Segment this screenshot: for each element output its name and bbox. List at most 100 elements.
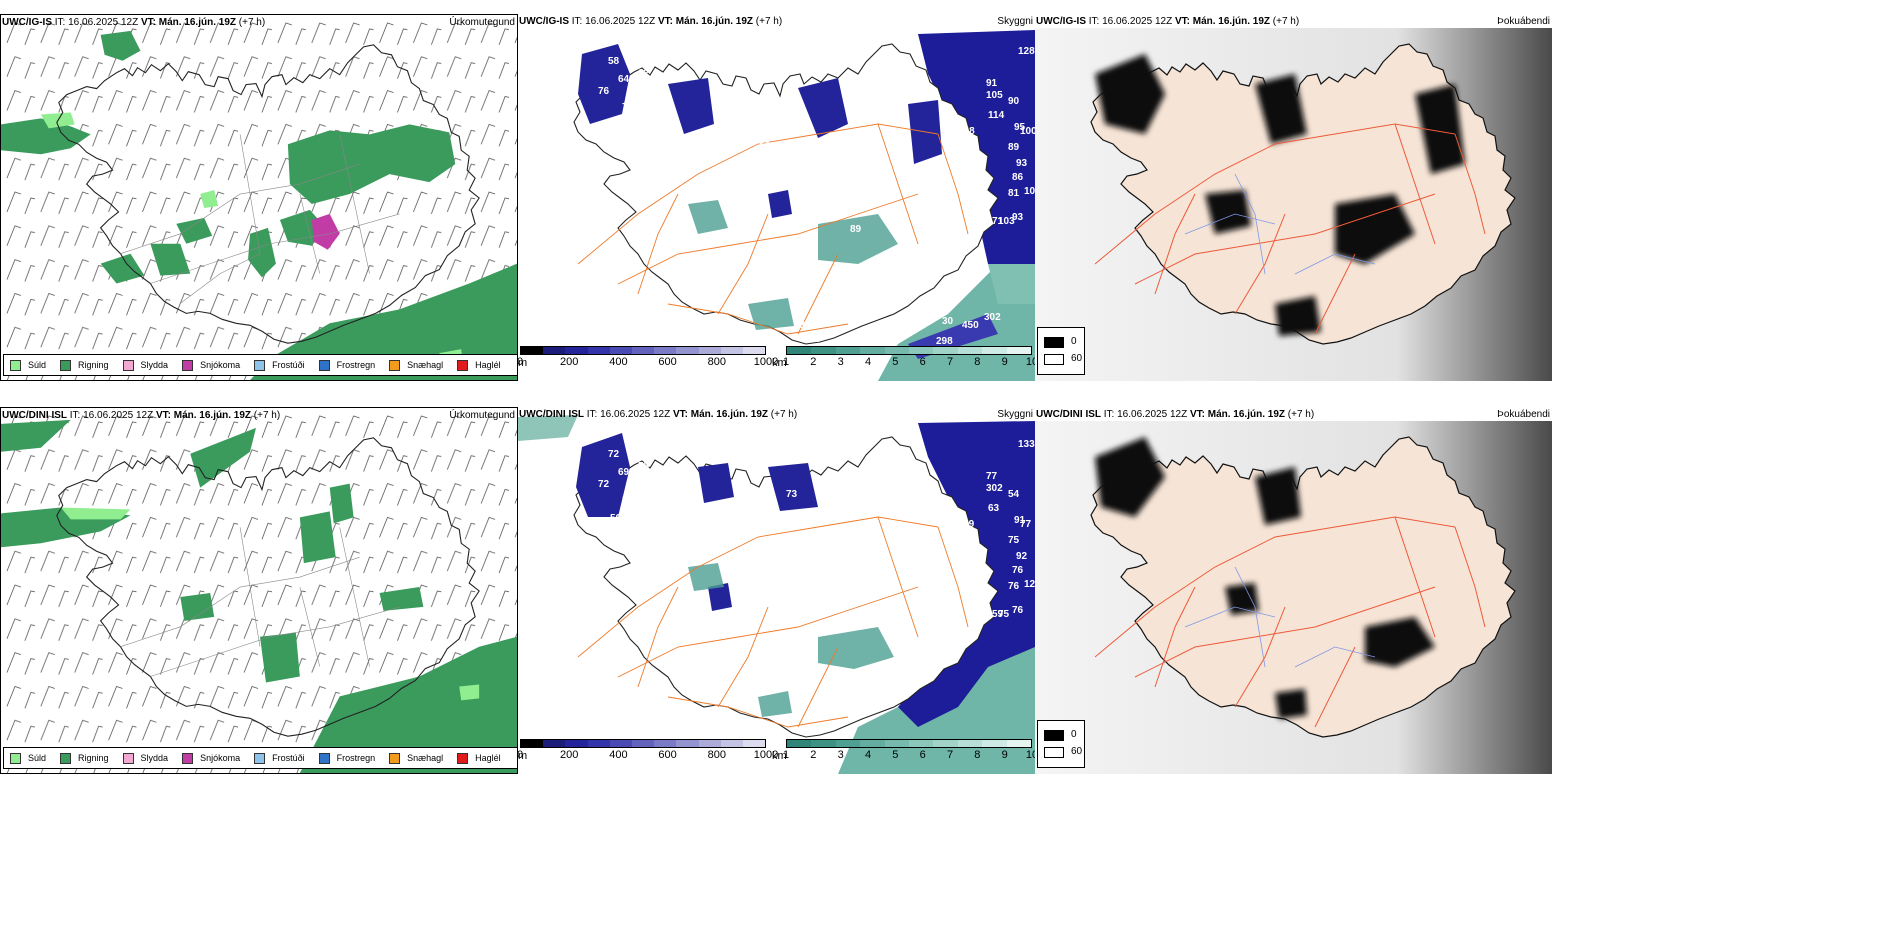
legend-item: Haglél bbox=[457, 359, 501, 371]
legend-tick-label: 5 bbox=[892, 356, 899, 368]
cloud-base-value-label: 76 bbox=[1012, 565, 1024, 576]
cloud-base-value-label: 93 bbox=[1012, 212, 1024, 223]
legend-tick-label: 200 bbox=[560, 356, 579, 368]
legend-color-cell bbox=[957, 347, 983, 354]
cloud-base-value-label: 76 bbox=[598, 86, 610, 97]
cloud-base-value-label: 58 bbox=[608, 56, 620, 67]
panel-type-label: Úrkomutegund bbox=[449, 410, 515, 421]
legend-color-cell bbox=[884, 347, 910, 354]
legend-color-cell bbox=[933, 347, 958, 354]
legend-item: Frostregn bbox=[318, 359, 375, 371]
legend-color-cell bbox=[587, 347, 610, 354]
cloud-base-value-label: 69 bbox=[618, 467, 630, 478]
legend-color-cell bbox=[587, 740, 610, 747]
cloud-base-legend: m 0 200 400 600 800 1000 bbox=[518, 346, 778, 369]
cloud-base-value-label: 302 bbox=[984, 312, 1001, 323]
cloud-base-value-label: 189 bbox=[950, 535, 967, 546]
cloud-base-value-label: 105 bbox=[986, 90, 1003, 101]
legend-tick-label: 400 bbox=[609, 356, 628, 368]
legend-color-cell bbox=[835, 347, 861, 354]
cloud-base-value-label: 99 bbox=[738, 499, 750, 510]
legend-tick-label: 2 bbox=[810, 356, 817, 368]
precip-type-legend: Súld Rigning Slydda Snjókoma Frostúði Fr… bbox=[3, 354, 517, 376]
legend-tick-label: 7 bbox=[946, 356, 954, 368]
cloud-base-value-label: 114 bbox=[988, 110, 1005, 121]
cloud-base-value-label: 235 bbox=[878, 569, 895, 580]
legend-tick-label: 6 bbox=[919, 749, 926, 761]
cloud-base-value-label: 59 bbox=[992, 609, 1004, 620]
legend-tick-label: 10 bbox=[1025, 356, 1035, 368]
legend-tick-label: 3 bbox=[837, 356, 844, 368]
cloud-base-value-label: 55 bbox=[786, 96, 798, 107]
cloud-base-value-label: 71 bbox=[992, 216, 1004, 227]
legend-item: Snæhagl bbox=[389, 359, 443, 371]
cloud-base-value-label: 75 bbox=[622, 102, 634, 113]
legend-color-cell bbox=[720, 347, 743, 354]
legend-color-cell bbox=[698, 347, 721, 354]
legend-item: Slydda bbox=[122, 359, 168, 371]
cloud-base-value-label: 75 bbox=[1008, 535, 1020, 546]
cloud-base-value-label: 54 bbox=[1008, 489, 1020, 500]
legend-color-cell bbox=[521, 347, 544, 354]
panel-type-label: Skyggni bbox=[997, 16, 1033, 27]
cloud-base-value-label: 40 bbox=[642, 513, 654, 524]
legend-item: Rigning bbox=[60, 752, 109, 764]
visibility-legend: km12345678910 bbox=[772, 346, 1035, 369]
cloud-base-value-label: 87 bbox=[646, 100, 658, 111]
legend-color-cell bbox=[609, 740, 632, 747]
fog-legend: 0 60 bbox=[1037, 327, 1085, 375]
cloud-base-value-label: 52 bbox=[808, 334, 820, 345]
legend-item: Slydda bbox=[122, 752, 168, 764]
legend-color-cell bbox=[565, 347, 588, 354]
cloud-base-value-label: 119 bbox=[958, 519, 975, 530]
legend-color-cell bbox=[909, 740, 934, 747]
legend-tick-label: 8 bbox=[974, 749, 981, 761]
cloud-base-value-label: 298 bbox=[936, 336, 953, 347]
cloud-base-value-label: 302 bbox=[986, 483, 1003, 494]
legend-item: Haglél bbox=[457, 752, 501, 764]
legend-item: Rigning bbox=[60, 359, 109, 371]
legend-tick-label: 10 bbox=[1025, 749, 1035, 761]
legend-tick-label: 3 bbox=[837, 749, 844, 761]
legend-tick-label: 1 bbox=[782, 356, 790, 368]
cloud-base-value-label: 95 bbox=[1014, 122, 1026, 133]
legend-color-cell bbox=[982, 347, 1007, 354]
legend-tick-label: 9 bbox=[1001, 356, 1008, 368]
legend-color-cell bbox=[609, 347, 632, 354]
cloud-base-value-label: 128 bbox=[1018, 46, 1035, 57]
cloud-base-value-label: 63 bbox=[988, 503, 1000, 514]
legend-item: Snjókoma bbox=[182, 359, 240, 371]
panel-title: UWC/DINI ISL IT: 16.06.2025 12Z VT: Mán.… bbox=[1036, 409, 1315, 420]
cloud-base-value-label: 72 bbox=[608, 449, 620, 460]
cloud-base-value-label: 76 bbox=[1012, 605, 1024, 616]
legend-tick-label: 200 bbox=[560, 749, 579, 761]
cloud-base-value-label: 109 bbox=[1024, 186, 1035, 197]
cloud-base-value-label: 62 bbox=[638, 68, 650, 79]
legend-color-cell bbox=[884, 740, 910, 747]
legend-color-cell bbox=[676, 347, 699, 354]
precip-type-panel-row1: UWC/IG-IS IT: 16.06.2025 12Z VT: Mán. 16… bbox=[0, 14, 518, 381]
cloud-base-value-label: 89 bbox=[1008, 142, 1020, 153]
panel-type-label: Þokuábendi bbox=[1497, 16, 1550, 27]
legend-tick-label: 1000 bbox=[753, 356, 779, 368]
legend-item: Frostúði bbox=[254, 359, 305, 371]
legend-tick-label: 5 bbox=[892, 749, 899, 761]
panel-title: UWC/IG-IS IT: 16.06.2025 12Z VT: Mán. 16… bbox=[519, 16, 783, 27]
cloud-base-value-label: 73 bbox=[786, 489, 798, 500]
cloud-base-value-label: 90 bbox=[1008, 96, 1020, 107]
precip-type-legend: Súld Rigning Slydda Snjókoma Frostúði Fr… bbox=[3, 747, 517, 769]
cloud-base-value-label: 72 bbox=[598, 479, 610, 490]
cloud-base-value-label: 331 bbox=[794, 320, 811, 331]
legend-tick-label: 2 bbox=[810, 749, 817, 761]
legend-item: Frostúði bbox=[254, 752, 305, 764]
precip-type-map bbox=[1, 408, 517, 773]
panel-title: UWC/DINI ISL IT: 16.06.2025 12Z VT: Mán.… bbox=[2, 410, 281, 421]
cloud-base-value-label: 350 bbox=[718, 625, 735, 636]
legend-tick-label: 9 bbox=[1001, 749, 1008, 761]
cloud-base-value-label: 56 bbox=[610, 513, 622, 524]
cloud-base-value-label: 132 bbox=[834, 539, 851, 550]
legend-color-cell bbox=[933, 740, 958, 747]
cloud-base-value-label: 82 bbox=[622, 495, 634, 506]
legend-color-cell bbox=[909, 347, 934, 354]
